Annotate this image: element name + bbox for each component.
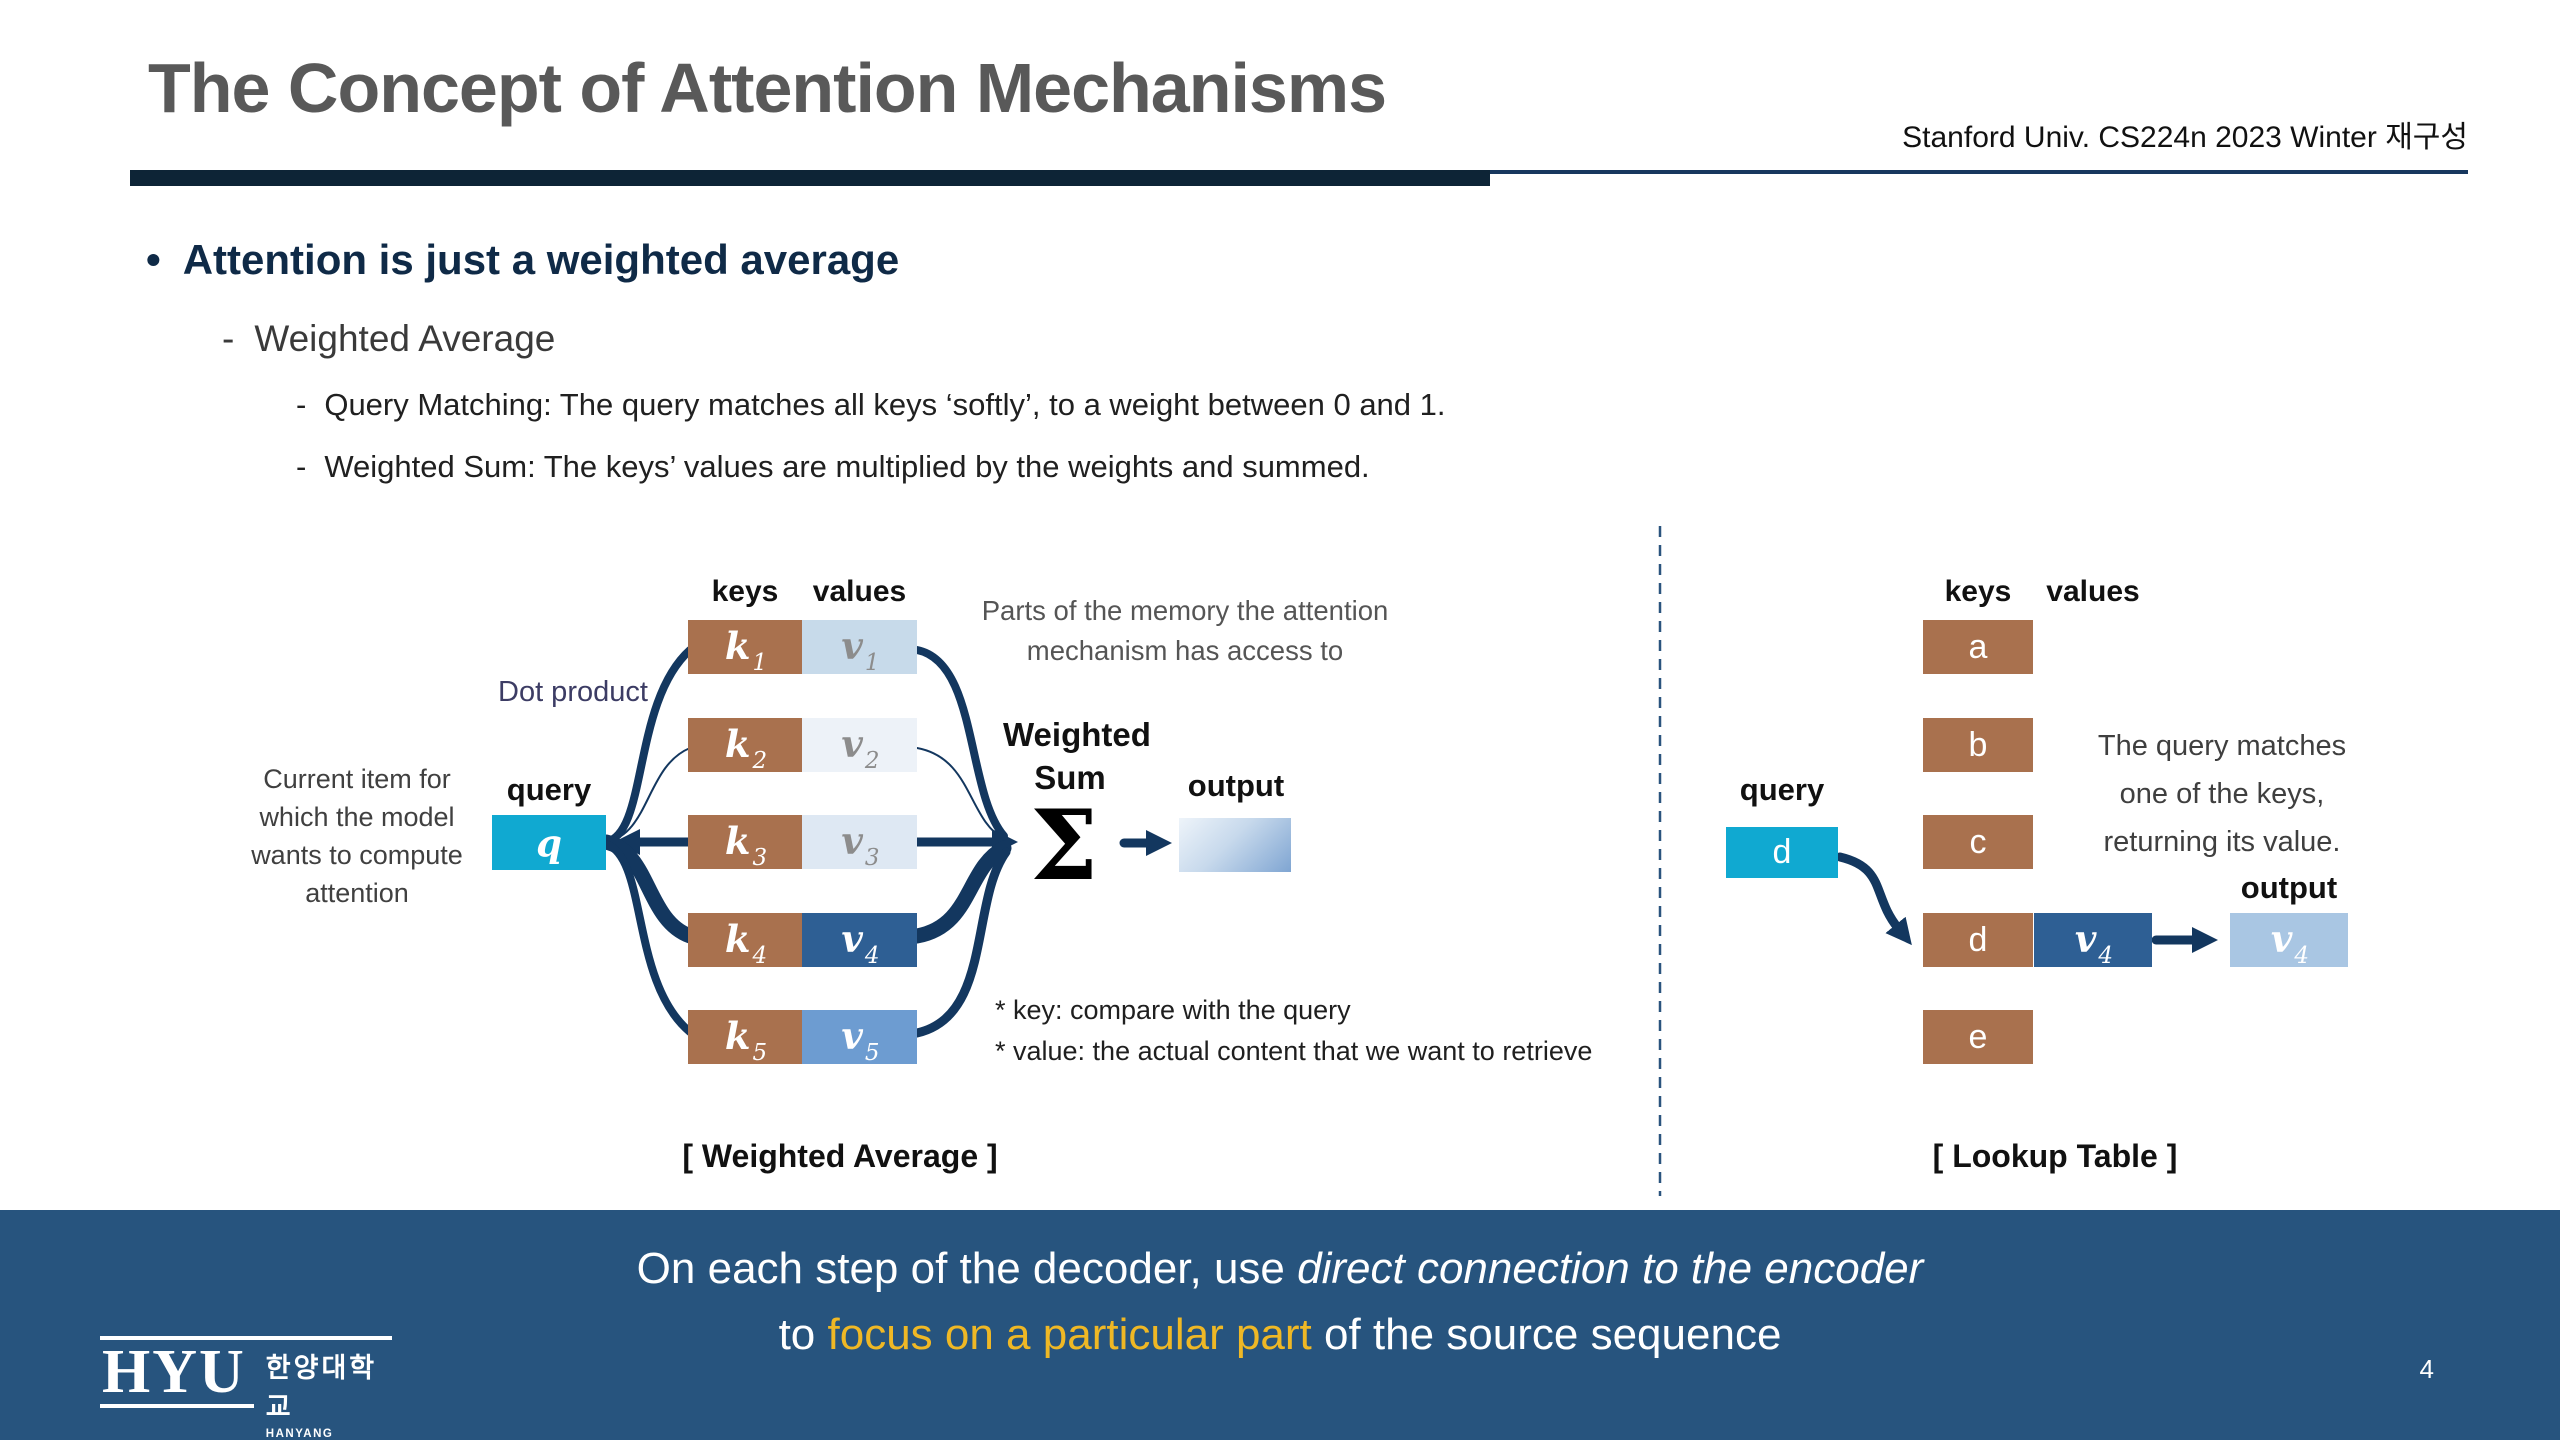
edge-v4-sum	[909, 840, 1012, 944]
title-underline-thin	[1490, 170, 2468, 174]
key-box-d: d	[1923, 913, 2033, 967]
bullet-level1: • Attention is just a weighted average	[146, 236, 899, 284]
bullet-dash: -	[222, 318, 235, 359]
weighted-sum-label: Weighted Sum	[1003, 716, 1151, 796]
bullet-dot: •	[146, 236, 161, 283]
bullet-level2-text: Weighted Average	[254, 318, 556, 359]
output-label-right: output	[2240, 870, 2338, 905]
bullet-level2: - Weighted Average	[222, 318, 555, 360]
value-box-v3: v3	[802, 815, 917, 871]
value-box-v2: v2	[802, 718, 917, 774]
key-box-k3: k3	[688, 815, 802, 871]
query-label-right: query	[1739, 772, 1825, 807]
query-match-note: The query matches one of the keys, retur…	[2097, 730, 2347, 858]
key-box-k4: k4	[688, 913, 802, 969]
bullet-level3b-text: Weighted Sum: The keys’ values are multi…	[324, 449, 1370, 484]
value-definition-note: * value: the actual content that we want…	[995, 1036, 1593, 1066]
query-box-q: q	[492, 815, 606, 870]
value-box-v4: v4	[802, 913, 917, 969]
banner-line2: to focus on a particular part of the sou…	[778, 1310, 1782, 1359]
edge-q-k4	[598, 834, 698, 944]
edge-v2-sum	[916, 747, 1005, 840]
values-header-right: values	[2046, 575, 2140, 608]
bullet-level3-weighted-sum: - Weighted Sum: The keys’ values are mult…	[296, 449, 1370, 485]
current-item-note: Current item for which the model wants t…	[251, 764, 463, 908]
memory-access-note: Parts of the memory the attention mechan…	[981, 595, 1389, 666]
bullet-level3-query-matching: - Query Matching: The query matches all k…	[296, 387, 1446, 423]
value-box-v1: v1	[802, 620, 917, 676]
key-box-k1: k1	[688, 620, 802, 676]
title-underline-thick	[130, 170, 1490, 186]
key-box-k5: k5	[688, 1010, 802, 1066]
key-box-k2: k2	[688, 718, 802, 774]
hyu-logo-acronym: HYU	[100, 1341, 254, 1408]
query-label-left: query	[506, 772, 592, 807]
keys-header-left: keys	[711, 575, 779, 608]
caption-lookup-table: [ Lookup Table ]	[1932, 1138, 2178, 1174]
keys-header-right: keys	[1944, 575, 2012, 608]
banner-line1-italic: direct connection to the encoder	[1297, 1244, 1924, 1293]
caption-weighted-average: [ Weighted Average ]	[682, 1138, 998, 1174]
footer-banner: On each step of the decoder, use direct …	[0, 1210, 2560, 1440]
values-header-left: values	[812, 575, 907, 608]
sigma-symbol: Σ	[1030, 789, 1098, 902]
hyu-logo: HYU 한양대학교 HANYANG UNIVERSITY	[100, 1336, 392, 1440]
hyu-logo-korean: 한양대학교	[265, 1353, 378, 1422]
value-box-v4-right: v4	[2034, 913, 2152, 969]
bullet-level1-text: Attention is just a weighted average	[182, 236, 900, 283]
page-title: The Concept of Attention Mechanisms	[148, 49, 1387, 127]
value-box-v5: v5	[802, 1010, 917, 1066]
page-number: 4	[2419, 1354, 2434, 1384]
bullet-dash: -	[296, 449, 307, 484]
bullet-dash: -	[296, 387, 307, 422]
bullet-level3a-text: Query Matching: The query matches all ke…	[324, 387, 1446, 422]
edge-q-k5	[602, 840, 694, 1036]
key-box-c: c	[1923, 815, 2033, 869]
output-box-left	[1179, 818, 1291, 872]
banner-highlight: focus on a particular part	[827, 1310, 1312, 1359]
key-box-b: b	[1923, 718, 2033, 772]
output-box-right: v4	[2230, 913, 2348, 969]
edge-q-k2	[605, 747, 691, 843]
edge-v1-sum	[913, 646, 1008, 840]
arrow-queryd-keyd	[1835, 852, 1912, 946]
key-definition-note: * key: compare with the query	[995, 995, 1351, 1025]
key-box-e: e	[1923, 1010, 2033, 1064]
query-box-d: d	[1726, 827, 1838, 878]
key-box-a: a	[1923, 620, 2033, 674]
banner-line1: On each step of the decoder, use direct …	[636, 1244, 1924, 1293]
dot-product-label: Dot product	[498, 676, 648, 708]
source-note: Stanford Univ. CS224n 2023 Winter 재구성	[1902, 121, 2468, 154]
output-label-left: output	[1187, 768, 1285, 803]
hyu-logo-english: HANYANG UNIVERSITY	[265, 1428, 334, 1440]
edge-v5-sum	[912, 847, 1011, 1038]
